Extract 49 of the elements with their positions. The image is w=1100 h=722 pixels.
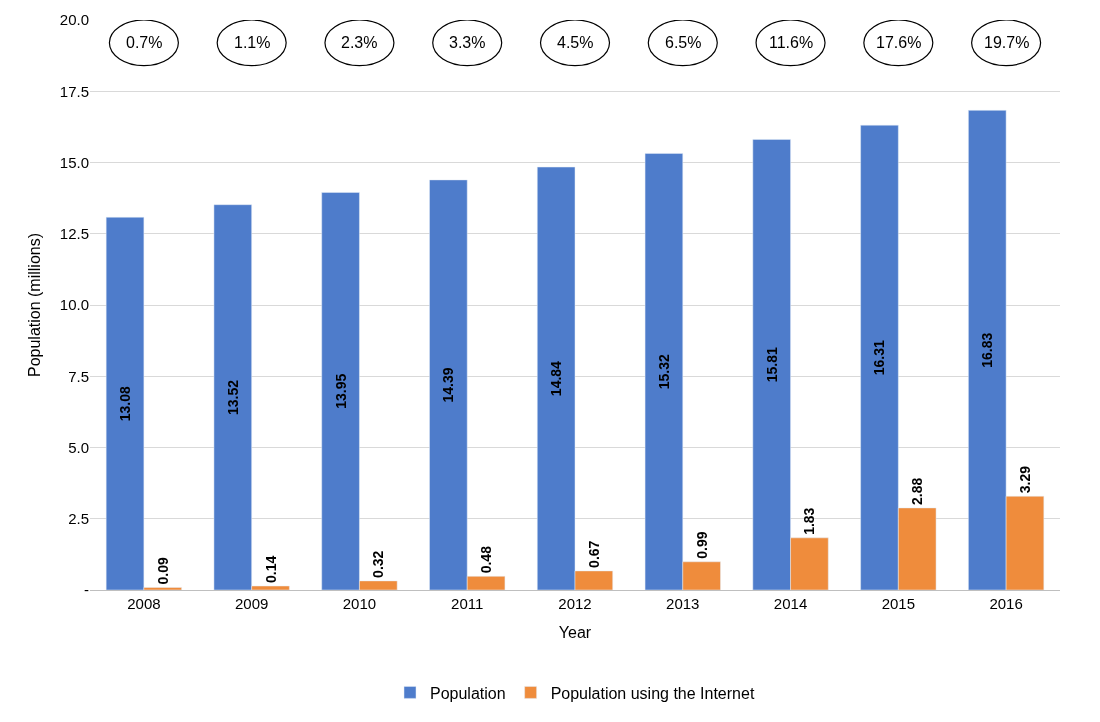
data-label: 0.67 <box>585 540 602 568</box>
annotation: 17.6% <box>876 34 922 51</box>
data-label: 15.81 <box>763 347 780 383</box>
annotation: 6.5% <box>665 34 702 51</box>
x-tick-label: 2011 <box>451 595 484 612</box>
data-label: 13.08 <box>117 385 134 422</box>
data-label: 0.09 <box>154 556 171 585</box>
data-label: 2.88 <box>909 477 926 505</box>
x-tick-label: 2013 <box>666 595 700 612</box>
y-tick-label: 20.0 <box>59 11 89 29</box>
data-label: 15.32 <box>655 354 672 390</box>
data-label: 0.14 <box>262 555 279 584</box>
y-tick-label: 15.0 <box>59 153 89 171</box>
y-tick-label: 2.5 <box>68 510 89 527</box>
data-label: 1.83 <box>801 507 818 535</box>
x-tick-label: 2009 <box>234 595 269 612</box>
x-tick-label: 2016 <box>989 595 1023 612</box>
data-label: 16.83 <box>979 332 996 368</box>
y-axis-title: Population (millions) <box>25 232 43 378</box>
y-tick-label: 17.5 <box>59 82 89 100</box>
annotation: 1.1% <box>234 34 271 51</box>
data-label: 0.32 <box>370 550 387 578</box>
y-tick-label: 7.5 <box>68 367 89 385</box>
annotation: 2.3% <box>341 34 378 51</box>
data-label: 3.29 <box>1016 465 1033 494</box>
y-tick-label: 5.0 <box>68 438 89 456</box>
annotation: 11.6% <box>769 34 814 51</box>
legend-label: Population using the Internet <box>550 684 755 702</box>
data-label: 14.84 <box>548 360 565 397</box>
annotation: 19.7% <box>984 34 1030 51</box>
annotation: 4.5% <box>557 34 594 51</box>
data-label: 14.39 <box>440 367 457 403</box>
data-label: 16.31 <box>871 339 888 376</box>
data-label: 13.95 <box>332 373 349 409</box>
y-tick-label: 10.0 <box>59 296 89 314</box>
x-tick-label: 2008 <box>127 595 161 612</box>
x-tick-label: 2012 <box>558 595 592 612</box>
x-tick-label: 2015 <box>881 595 916 612</box>
annotation: 0.7% <box>126 34 163 51</box>
x-tick-label: 2014 <box>773 595 808 612</box>
data-label: 13.52 <box>224 379 241 415</box>
annotation: 3.3% <box>449 34 486 51</box>
legend-label: Population <box>430 684 506 702</box>
y-tick-label: 12.5 <box>59 225 89 242</box>
data-label: 0.99 <box>693 531 710 559</box>
x-tick-label: 2010 <box>342 595 377 612</box>
y-tick-label: - <box>84 581 89 599</box>
x-axis-title: Year <box>558 623 592 641</box>
data-label: 0.48 <box>478 545 495 574</box>
